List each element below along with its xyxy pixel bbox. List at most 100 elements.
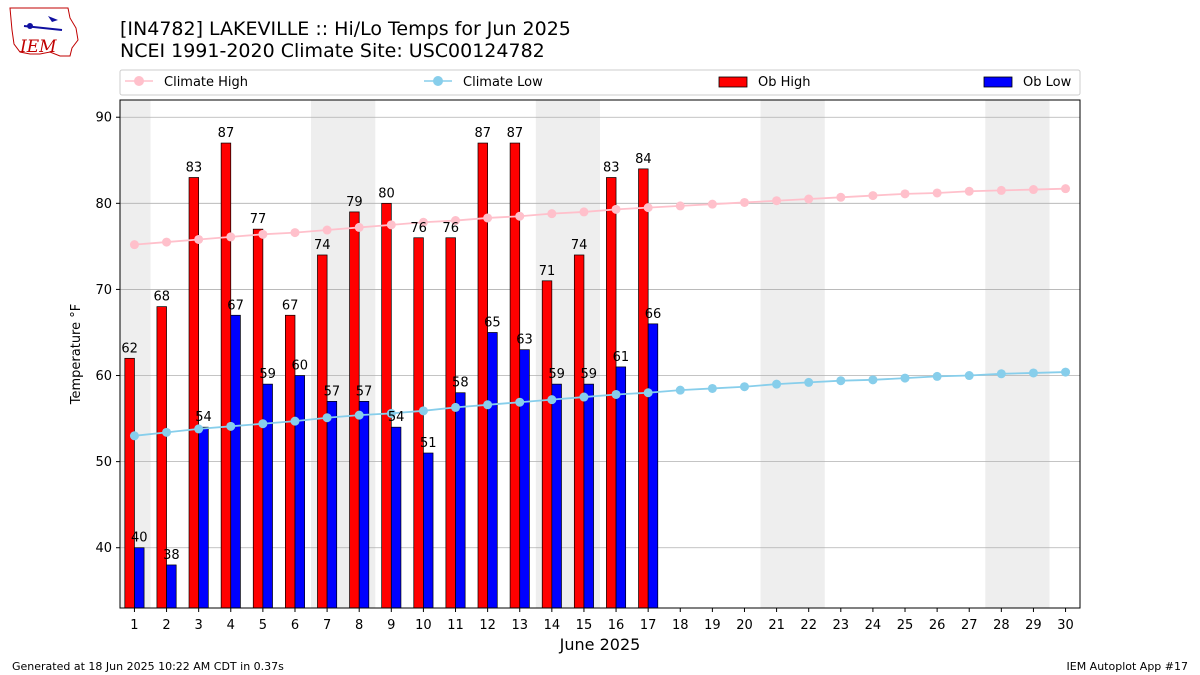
- climate-low-point: [1028, 368, 1038, 378]
- ob-low-bar: [487, 332, 498, 609]
- y-axis-label: Temperature °F: [69, 304, 84, 405]
- y-tick-label: 80: [95, 197, 112, 212]
- ob-high-label: 87: [507, 126, 524, 141]
- x-tick-label: 27: [961, 618, 978, 633]
- climate-low-point: [226, 421, 236, 431]
- ob-low-bar: [262, 383, 273, 609]
- climate-high-point: [643, 203, 653, 213]
- legend-climate-low-marker: [433, 76, 443, 86]
- ob-low-bar: [583, 383, 594, 609]
- x-tick-label: 5: [259, 618, 267, 633]
- ob-low-bar: [519, 349, 530, 609]
- ob-high-bar: [477, 142, 488, 609]
- x-tick-label: 9: [387, 618, 395, 633]
- climate-low-point: [547, 395, 557, 405]
- x-tick-label: 30: [1057, 618, 1074, 633]
- climate-low-point: [611, 389, 621, 399]
- legend-ob-high-label: Ob High: [758, 75, 811, 90]
- ob-high-label: 76: [410, 221, 427, 236]
- ob-high-label: 83: [186, 160, 203, 175]
- chart-subtitle: NCEI 1991-2020 Climate Site: USC00124782: [120, 40, 545, 62]
- climate-high-point: [1028, 185, 1038, 195]
- x-tick-label: 28: [993, 618, 1010, 633]
- ob-low-bar: [423, 452, 434, 609]
- x-tick-label: 19: [704, 618, 721, 633]
- climate-low-point: [290, 416, 300, 426]
- ob-low-bar: [551, 383, 562, 609]
- ob-low-label: 60: [292, 359, 309, 374]
- ob-low-bar: [455, 392, 466, 609]
- ob-high-label: 84: [635, 152, 652, 167]
- climate-low-point: [322, 413, 332, 423]
- y-tick-label: 60: [95, 369, 112, 384]
- climate-high-point: [451, 216, 461, 226]
- ob-high-bar: [220, 142, 232, 609]
- x-tick-label: 4: [227, 618, 235, 633]
- climate-low-point: [707, 383, 717, 393]
- ob-low-bar: [326, 401, 338, 609]
- legend-frame: [119, 69, 1081, 96]
- x-tick-label: 24: [865, 618, 882, 633]
- ob-low-bar: [390, 426, 402, 609]
- climate-high-point: [868, 191, 878, 201]
- ob-low-bar: [230, 314, 241, 609]
- x-tick-label: 6: [291, 618, 299, 633]
- x-tick-label: 1: [130, 618, 138, 633]
- climate-low-point: [643, 388, 653, 398]
- bars: [124, 142, 659, 609]
- y-tick-label: 70: [95, 283, 112, 298]
- x-tick-label: 25: [897, 618, 914, 633]
- climate-low-point: [836, 376, 846, 386]
- x-tick-label: 26: [929, 618, 946, 633]
- climate-low-point: [579, 392, 589, 402]
- ob-high-bar: [252, 228, 264, 609]
- climate-high-point: [611, 204, 621, 214]
- x-tick-label: 16: [608, 618, 625, 633]
- ob-low-bar: [166, 564, 177, 609]
- climate-lines: [129, 184, 1071, 441]
- ob-low-label: 65: [484, 315, 501, 330]
- climate-high-point: [772, 196, 782, 206]
- legend-ob-low-swatch: [983, 76, 1013, 88]
- ob-high-bar: [445, 237, 456, 609]
- ob-low-label: 59: [580, 367, 597, 382]
- climate-high-point: [418, 217, 428, 227]
- ob-low-label: 54: [388, 410, 405, 425]
- ob-high-label: 74: [314, 238, 331, 253]
- climate-high-point: [579, 207, 589, 217]
- climate-high-point: [483, 213, 493, 223]
- climate-high-point: [322, 225, 332, 235]
- ob-low-label: 40: [131, 531, 148, 546]
- y-tick-label: 40: [95, 541, 112, 556]
- climate-low-point: [932, 371, 942, 381]
- y-tick-label: 90: [95, 111, 112, 126]
- climate-high-line: [134, 187, 1066, 246]
- ob-high-label: 80: [378, 186, 395, 201]
- ob-low-label: 57: [324, 384, 341, 399]
- x-tick-label: 14: [544, 618, 561, 633]
- logo-flag-icon: [48, 16, 58, 22]
- ob-low-label: 67: [227, 298, 244, 313]
- ob-high-bar: [413, 237, 424, 609]
- legend-climate-high-label: Climate High: [164, 75, 248, 90]
- climate-high-point: [226, 232, 236, 242]
- x-tick-label: 29: [1025, 618, 1042, 633]
- climate-high-point: [354, 222, 364, 232]
- ob-high-label: 74: [571, 238, 588, 253]
- chart-title: [IN4782] LAKEVILLE :: Hi/Lo Temps for Ju…: [120, 18, 571, 40]
- climate-low-point: [868, 375, 878, 385]
- x-tick-label: 22: [800, 618, 817, 633]
- grid-lines: [120, 116, 1080, 549]
- climate-low-point: [996, 369, 1006, 379]
- y-tick-label: 50: [95, 455, 112, 470]
- climate-high-point: [129, 240, 139, 250]
- climate-low-point: [451, 402, 461, 412]
- climate-low-point: [1061, 367, 1071, 377]
- ob-low-bar: [358, 401, 370, 609]
- iem-logo: IEM: [9, 7, 79, 57]
- ob-low-label: 59: [548, 367, 565, 382]
- ob-low-label: 51: [420, 436, 437, 451]
- legend-ob-low-label: Ob Low: [1023, 75, 1072, 90]
- ob-low-bar: [198, 426, 209, 609]
- climate-high-point: [932, 188, 942, 198]
